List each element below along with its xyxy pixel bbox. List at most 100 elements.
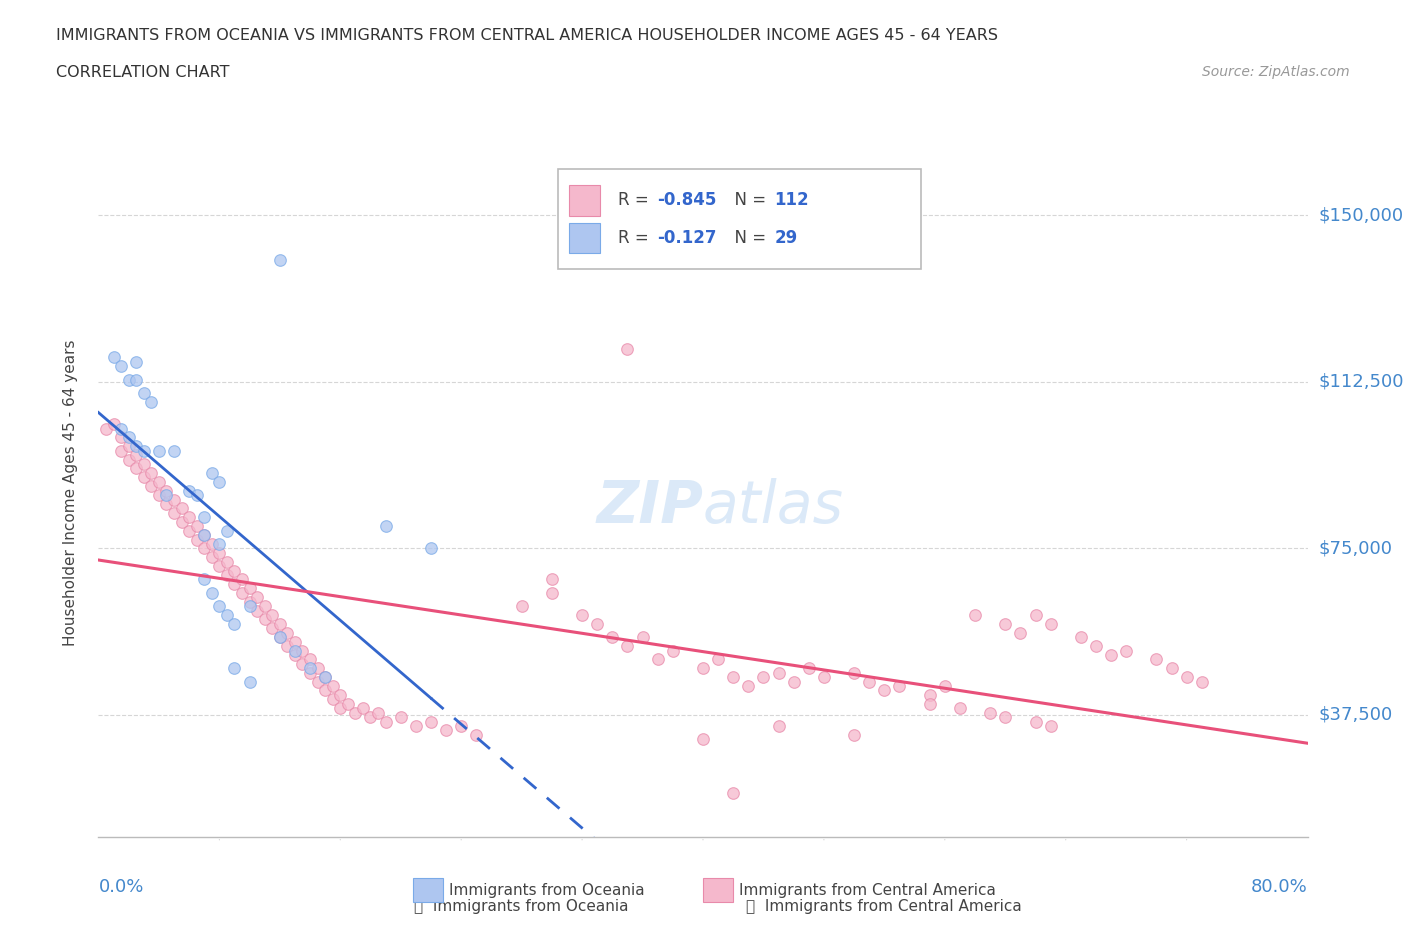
- Point: [193, 527, 215, 542]
- Point: [374, 519, 396, 534]
- Point: [1144, 652, 1167, 667]
- Point: [631, 630, 654, 644]
- Point: [1039, 719, 1062, 734]
- Point: [844, 665, 866, 680]
- Text: Source: ZipAtlas.com: Source: ZipAtlas.com: [1202, 65, 1350, 79]
- Point: [322, 679, 344, 694]
- Point: [692, 732, 714, 747]
- Point: [276, 625, 298, 640]
- Point: [163, 444, 186, 458]
- Point: [616, 341, 638, 356]
- Point: [450, 719, 472, 734]
- Point: [224, 661, 246, 676]
- Point: [262, 621, 284, 636]
- Point: [465, 727, 488, 742]
- Point: [170, 501, 193, 516]
- Point: [1160, 661, 1182, 676]
- Point: [979, 705, 1001, 720]
- Point: [291, 643, 314, 658]
- Point: [336, 697, 359, 711]
- Point: [170, 514, 193, 529]
- Point: [934, 679, 956, 694]
- Point: [224, 617, 246, 631]
- Point: [782, 674, 804, 689]
- Point: [721, 670, 744, 684]
- Text: 29: 29: [775, 230, 797, 247]
- Text: 0.0%: 0.0%: [98, 878, 143, 897]
- Text: CORRELATION CHART: CORRELATION CHART: [56, 65, 229, 80]
- Point: [224, 577, 246, 591]
- Point: [118, 439, 141, 454]
- Point: [314, 670, 336, 684]
- Point: [215, 607, 238, 622]
- Point: [239, 581, 262, 596]
- Point: [647, 652, 669, 667]
- Point: [177, 524, 201, 538]
- Point: [201, 466, 224, 481]
- Point: [389, 710, 412, 724]
- Point: [163, 505, 186, 520]
- Point: [419, 541, 441, 556]
- Point: [419, 714, 441, 729]
- Point: [141, 466, 163, 481]
- Point: [307, 674, 329, 689]
- Point: [163, 492, 186, 507]
- Text: N =: N =: [724, 230, 770, 247]
- Point: [118, 372, 141, 387]
- Point: [155, 487, 177, 502]
- Point: [177, 510, 201, 525]
- Point: [291, 657, 314, 671]
- Point: [721, 785, 744, 800]
- Point: [1070, 630, 1092, 644]
- Point: [1024, 607, 1046, 622]
- Point: [329, 687, 352, 702]
- Point: [994, 710, 1017, 724]
- Point: [201, 550, 224, 565]
- Point: [367, 705, 389, 720]
- Point: [360, 710, 382, 724]
- Point: [215, 567, 238, 582]
- Point: [132, 444, 155, 458]
- Point: [752, 670, 775, 684]
- Point: [103, 417, 125, 432]
- Point: [269, 252, 291, 267]
- Point: [132, 386, 155, 401]
- Point: [253, 599, 276, 614]
- Point: [1115, 643, 1137, 658]
- Point: [110, 421, 132, 436]
- Point: [602, 630, 624, 644]
- Point: [873, 683, 896, 698]
- Point: [1085, 639, 1108, 654]
- Point: [148, 487, 170, 502]
- Point: [246, 604, 269, 618]
- Point: [132, 470, 155, 485]
- Point: [768, 665, 790, 680]
- Point: [110, 359, 132, 374]
- Point: [314, 683, 336, 698]
- Bar: [569, 223, 600, 253]
- Point: [253, 612, 276, 627]
- Point: [269, 630, 291, 644]
- Point: [224, 564, 246, 578]
- Point: [110, 444, 132, 458]
- Text: 80.0%: 80.0%: [1251, 878, 1308, 897]
- Point: [125, 372, 148, 387]
- Text: -0.845: -0.845: [657, 192, 717, 209]
- Text: $112,500: $112,500: [1319, 373, 1405, 391]
- Point: [737, 679, 759, 694]
- Point: [141, 479, 163, 494]
- Point: [186, 519, 208, 534]
- Point: [141, 394, 163, 409]
- Point: [965, 607, 987, 622]
- Point: [661, 643, 683, 658]
- Text: ⬜  Immigrants from Oceania: ⬜ Immigrants from Oceania: [415, 899, 628, 914]
- Point: [314, 670, 336, 684]
- Point: [949, 701, 972, 716]
- Point: [1010, 625, 1032, 640]
- Point: [215, 554, 238, 569]
- Text: 112: 112: [775, 192, 808, 209]
- Point: [110, 430, 132, 445]
- Point: [284, 634, 307, 649]
- Text: -0.127: -0.127: [657, 230, 717, 247]
- Text: $37,500: $37,500: [1319, 706, 1393, 724]
